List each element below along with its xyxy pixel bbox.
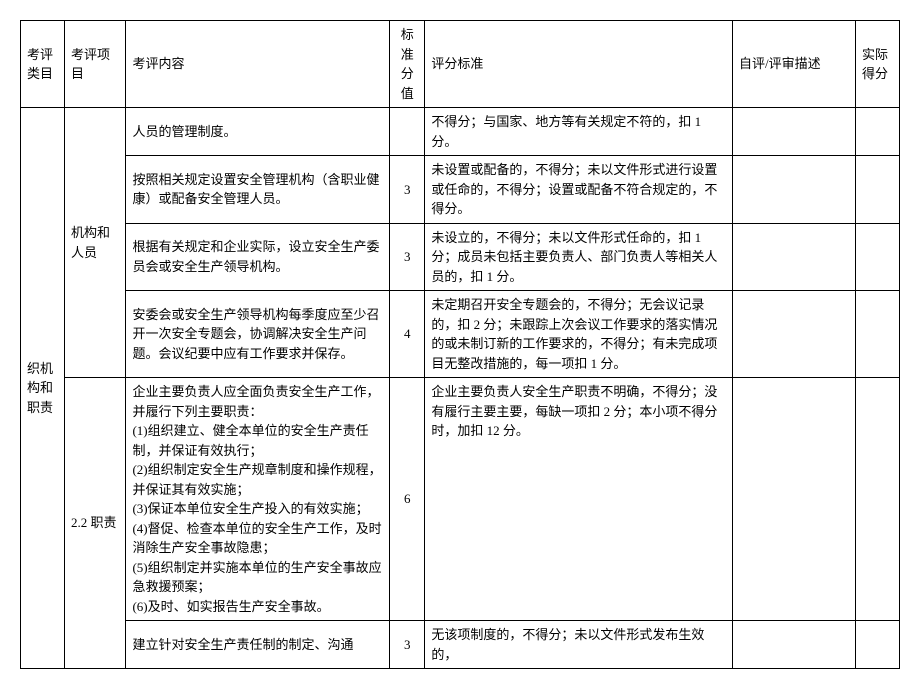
table-row: 建立针对安全生产责任制的制定、沟通 3 无该项制度的，不得分；未以文件形式发布生… [21, 621, 900, 669]
table-row: 安委会或安全生产领导机构每季度应至少召开一次安全专题会，协调解决安全生产问题。会… [21, 291, 900, 378]
score-cell: 3 [390, 223, 425, 291]
self-cell [732, 223, 855, 291]
self-cell [732, 291, 855, 378]
table-row: 织机构和职责 机构和人员 人员的管理制度。 不得分；与国家、地方等有关规定不符的… [21, 108, 900, 156]
table-header-row: 考评类目 考评项目 考评内容 标准分值 评分标准 自评/评审描述 实际得分 [21, 21, 900, 108]
table-row: 2.2 职责 企业主要负责人应全面负责安全生产工作，并履行下列主要职责： (1)… [21, 378, 900, 621]
actual-cell [856, 378, 900, 621]
criteria-cell: 未定期召开安全专题会的，不得分；无会议记录的，扣 2 分；未跟踪上次会议工作要求… [425, 291, 733, 378]
score-cell [390, 108, 425, 156]
content-cell: 根据有关规定和企业实际，设立安全生产委员会或安全生产领导机构。 [126, 223, 390, 291]
actual-cell [856, 621, 900, 669]
criteria-cell: 无该项制度的，不得分；未以文件形式发布生效的， [425, 621, 733, 669]
score-cell: 3 [390, 621, 425, 669]
header-content: 考评内容 [126, 21, 390, 108]
criteria-cell: 未设置或配备的，不得分；未以文件形式进行设置或任命的，不得分；设置或配备不符合规… [425, 156, 733, 224]
item-cell-2: 2.2 职责 [64, 378, 126, 669]
actual-cell [856, 291, 900, 378]
score-cell: 3 [390, 156, 425, 224]
actual-cell [856, 223, 900, 291]
actual-cell [856, 156, 900, 224]
content-cell: 人员的管理制度。 [126, 108, 390, 156]
content-cell: 企业主要负责人应全面负责安全生产工作，并履行下列主要职责： (1)组织建立、健全… [126, 378, 390, 621]
evaluation-table: 考评类目 考评项目 考评内容 标准分值 评分标准 自评/评审描述 实际得分 织机… [20, 20, 900, 669]
content-cell: 建立针对安全生产责任制的制定、沟通 [126, 621, 390, 669]
score-cell: 4 [390, 291, 425, 378]
criteria-cell: 未设立的，不得分；未以文件形式任命的，扣 1 分；成员未包括主要负责人、部门负责… [425, 223, 733, 291]
score-cell: 6 [390, 378, 425, 621]
content-cell: 安委会或安全生产领导机构每季度应至少召开一次安全专题会，协调解决安全生产问题。会… [126, 291, 390, 378]
self-cell [732, 621, 855, 669]
header-criteria: 评分标准 [425, 21, 733, 108]
actual-cell [856, 108, 900, 156]
self-cell [732, 156, 855, 224]
self-cell [732, 108, 855, 156]
header-self: 自评/评审描述 [732, 21, 855, 108]
criteria-cell: 企业主要负责人安全生产职责不明确，不得分；没有履行主要主要，每缺一项扣 2 分；… [425, 378, 733, 621]
criteria-cell: 不得分；与国家、地方等有关规定不符的，扣 1 分。 [425, 108, 733, 156]
header-item: 考评项目 [64, 21, 126, 108]
header-stdscore: 标准分值 [390, 21, 425, 108]
category-cell: 织机构和职责 [21, 108, 65, 669]
table-row: 按照相关规定设置安全管理机构（含职业健康）或配备安全管理人员。 3 未设置或配备… [21, 156, 900, 224]
self-cell [732, 378, 855, 621]
header-category: 考评类目 [21, 21, 65, 108]
table-row: 根据有关规定和企业实际，设立安全生产委员会或安全生产领导机构。 3 未设立的，不… [21, 223, 900, 291]
content-cell: 按照相关规定设置安全管理机构（含职业健康）或配备安全管理人员。 [126, 156, 390, 224]
item-cell-1: 机构和人员 [64, 108, 126, 378]
header-actual: 实际得分 [856, 21, 900, 108]
